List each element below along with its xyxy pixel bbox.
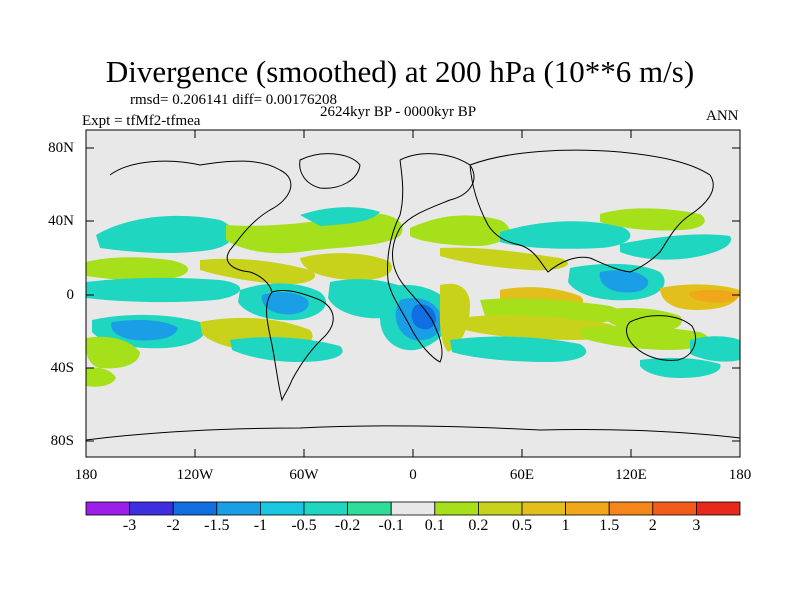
equatorial-yellow-america xyxy=(300,253,392,281)
colorbar-swatch xyxy=(172,501,218,516)
colorbar-swatch xyxy=(303,501,348,516)
south-teal-2 xyxy=(230,337,343,362)
pacific-orange-dark xyxy=(689,289,740,303)
band-north-yellow-2 xyxy=(410,215,510,246)
lon-tick-label: 120E xyxy=(615,467,647,483)
south-teal-4 xyxy=(690,336,740,362)
lon-tick-label: 180 xyxy=(728,467,752,483)
colorbar-swatch xyxy=(652,501,697,516)
lat-tick-label: 40N xyxy=(48,213,74,229)
lon-tick-label: 0 xyxy=(409,467,417,483)
colorbar-swatch xyxy=(259,501,305,516)
colorbar-label: 1.5 xyxy=(599,517,620,534)
map-title: Divergence (smoothed) at 200 hPa (10**6 … xyxy=(105,54,695,89)
colorbar-label: 3 xyxy=(692,517,701,534)
south-yellow-west xyxy=(86,336,140,369)
colorbar-swatch xyxy=(434,501,479,516)
colorbar-label: -0.1 xyxy=(378,517,404,534)
asia-coast xyxy=(469,149,714,273)
africa-deep-blue xyxy=(411,304,436,330)
colorbar-swatch xyxy=(477,501,523,516)
stats-line: rmsd= 0.206141 diff= 0.00176208 xyxy=(130,92,338,108)
colorbar-label: -0.2 xyxy=(334,517,361,534)
europe-africa-coast xyxy=(387,153,475,363)
south-america-coast xyxy=(266,289,334,402)
experiment-label: Expt = tfMf2-tfmea xyxy=(82,113,201,129)
colorbar-label: 1 xyxy=(561,517,570,534)
band-north-yellow-4 xyxy=(440,247,569,271)
season-label: ANN xyxy=(706,108,739,124)
colorbar-swatch xyxy=(565,501,610,516)
lon-tick-label: 60E xyxy=(509,467,535,483)
colorbar-label: 2 xyxy=(648,517,657,534)
lat-tick-label: 0 xyxy=(66,287,75,303)
colorbar-label: 0.1 xyxy=(424,517,445,534)
band-nw-teal xyxy=(86,277,241,303)
colorbar-label: -3 xyxy=(122,517,137,534)
band-nw-yellow-2 xyxy=(200,258,316,285)
lat-tick-label: 40S xyxy=(50,360,74,376)
south-blue-1 xyxy=(111,320,178,341)
band-north-teal xyxy=(96,215,234,254)
anomaly-field xyxy=(86,207,740,387)
band-north-teal-2 xyxy=(300,207,380,226)
colorbar xyxy=(85,501,741,516)
australia-coast xyxy=(626,315,696,361)
colorbar-swatch xyxy=(85,501,130,516)
equatorial-blue-america xyxy=(261,292,309,315)
south-yellow-2 xyxy=(460,315,618,340)
south-teal-5 xyxy=(640,357,721,378)
south-teal-3 xyxy=(450,336,587,362)
lat-tick-label: 80S xyxy=(50,433,74,449)
south-yellow-4 xyxy=(86,367,116,387)
colorbar-swatch xyxy=(390,501,436,516)
colorbar-swatch xyxy=(608,501,654,516)
colorbar-label: -0.5 xyxy=(291,517,317,534)
colorbar-label: 0.5 xyxy=(512,517,532,534)
africa-yellow xyxy=(439,283,470,352)
band-nw-yellow xyxy=(86,257,189,281)
indonesia-blue xyxy=(599,270,649,293)
colorbar-swatch xyxy=(129,501,174,516)
colorbar-label: 0.2 xyxy=(468,517,489,534)
colorbar-swatch xyxy=(216,501,261,516)
colorbar-swatch xyxy=(347,501,392,516)
lat-tick-label: 80N xyxy=(48,140,74,156)
colorbar-swatch xyxy=(521,501,566,516)
band-north-teal-4 xyxy=(620,234,732,260)
colorbar-label: -2 xyxy=(166,517,180,534)
colorbar-label: -1.5 xyxy=(204,517,230,534)
band-north-teal-3 xyxy=(500,221,631,249)
south-yellow-3 xyxy=(580,325,709,350)
antarctica-coast xyxy=(86,425,740,441)
greenland-coast xyxy=(299,153,361,189)
north-america-coast xyxy=(109,160,292,293)
colorbar-label: -1 xyxy=(253,517,268,534)
lon-tick-label: 120W xyxy=(176,467,214,483)
axis-ticks xyxy=(85,130,741,457)
coastlines xyxy=(86,149,740,441)
lon-tick-label: 180 xyxy=(74,467,98,483)
lon-tick-label: 60W xyxy=(289,467,319,483)
period-label: 2624kyr BP - 0000kyr BP xyxy=(320,104,477,120)
colorbar-swatch xyxy=(696,501,741,516)
band-north-yellow-1 xyxy=(226,213,403,254)
